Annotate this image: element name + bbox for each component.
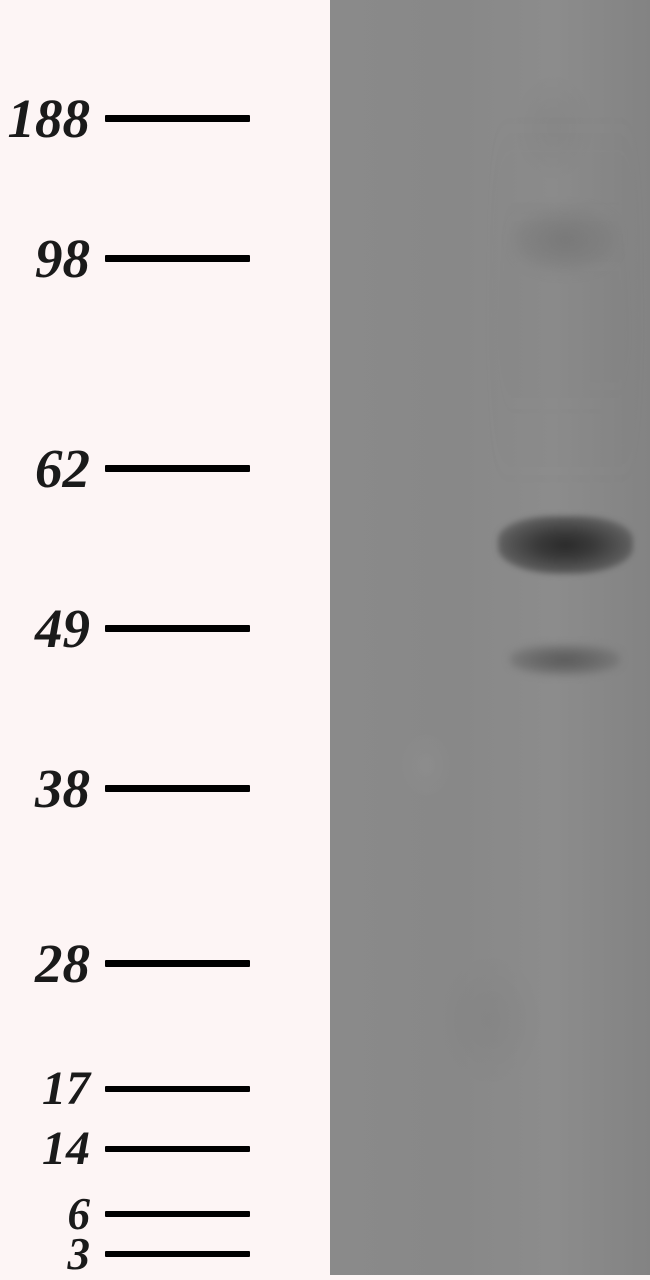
ladder-marker: 62 [0, 437, 300, 500]
protein-band [498, 516, 633, 574]
marker-tick [105, 1211, 250, 1217]
marker-tick [105, 1086, 250, 1092]
marker-tick [105, 255, 250, 262]
marker-label: 49 [0, 597, 105, 660]
ladder-marker: 188 [0, 87, 300, 150]
western-blot-figure: 1889862493828171463 [0, 0, 650, 1275]
lane-smear [495, 100, 635, 500]
protein-band [510, 645, 620, 675]
ladder-marker: 28 [0, 932, 300, 995]
marker-label: 188 [0, 87, 105, 150]
ladder-marker: 49 [0, 597, 300, 660]
marker-label: 98 [0, 227, 105, 290]
marker-label: 14 [0, 1121, 105, 1176]
molecular-weight-ladder: 1889862493828171463 [0, 0, 330, 1275]
protein-band [515, 210, 615, 270]
marker-label: 38 [0, 757, 105, 820]
marker-tick [105, 785, 250, 792]
blot-membrane [330, 0, 650, 1275]
marker-label: 62 [0, 437, 105, 500]
ladder-marker: 3 [0, 1228, 300, 1280]
marker-label: 3 [0, 1228, 105, 1280]
marker-tick [105, 465, 250, 472]
marker-label: 28 [0, 932, 105, 995]
marker-label: 17 [0, 1061, 105, 1116]
ladder-marker: 98 [0, 227, 300, 290]
marker-tick [105, 960, 250, 967]
marker-tick [105, 1146, 250, 1152]
marker-tick [105, 115, 250, 122]
marker-tick [105, 1251, 250, 1257]
ladder-marker: 14 [0, 1121, 300, 1176]
marker-tick [105, 625, 250, 632]
ladder-marker: 38 [0, 757, 300, 820]
ladder-marker: 17 [0, 1061, 300, 1116]
